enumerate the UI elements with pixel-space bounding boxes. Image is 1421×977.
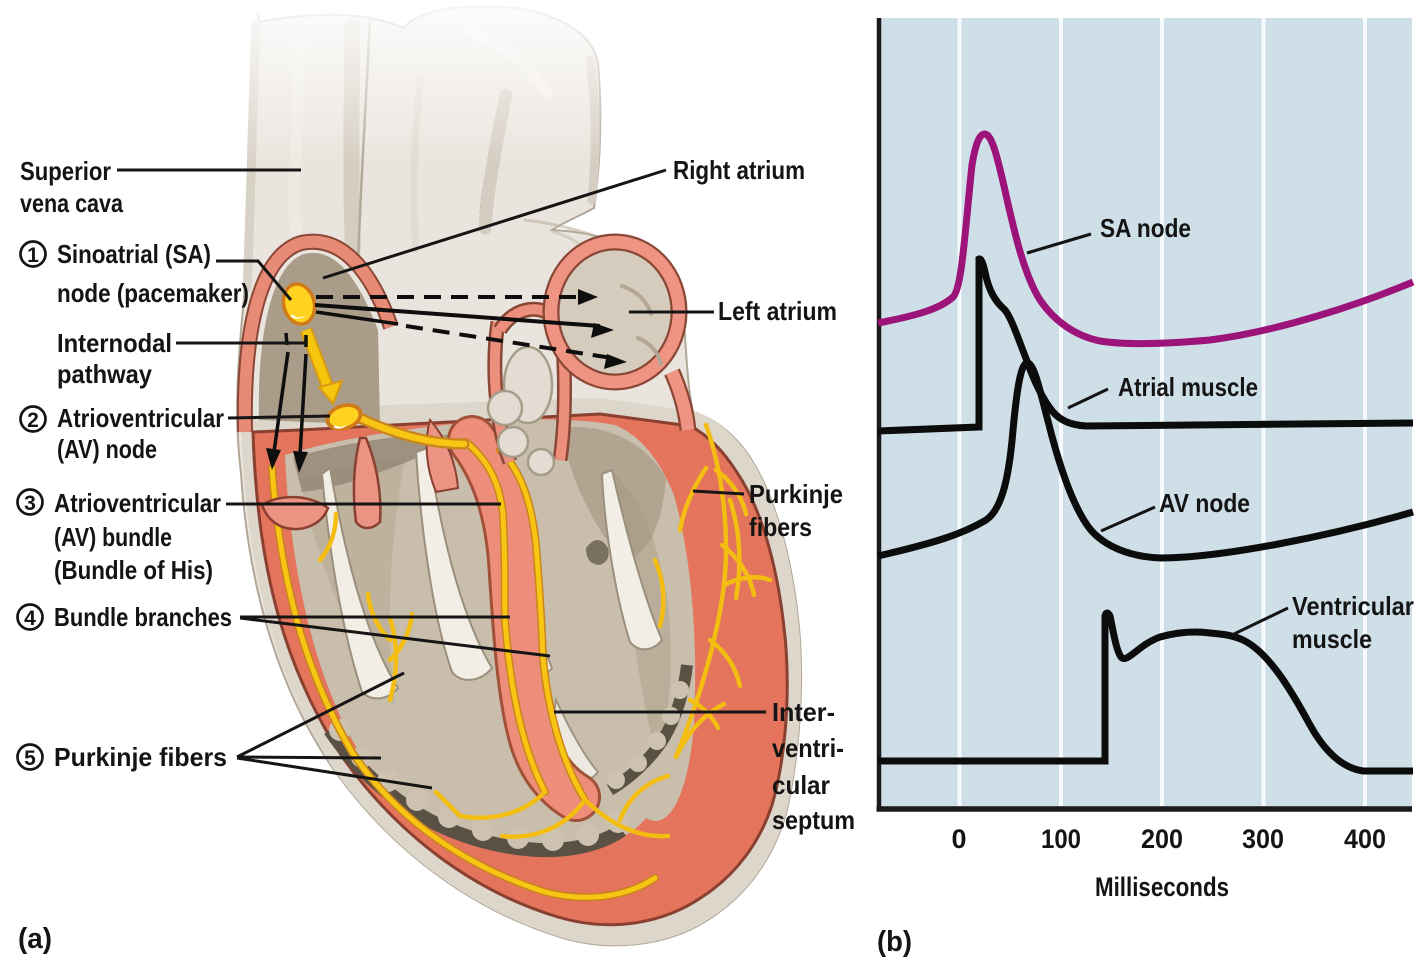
svg-text:AV node: AV node [1159,488,1250,518]
svg-text:Internodal: Internodal [57,328,172,358]
svg-text:Atrioventricular: Atrioventricular [54,488,221,518]
svg-text:Bundle branches: Bundle branches [54,602,232,632]
svg-text:fibers: fibers [749,512,812,542]
svg-text:(a): (a) [18,923,52,955]
svg-text:muscle: muscle [1292,624,1372,654]
svg-text:4: 4 [24,607,36,630]
svg-text:SA node: SA node [1100,213,1191,243]
svg-text:Ventricular: Ventricular [1292,591,1414,621]
svg-text:septum: septum [772,805,855,835]
svg-text:Right atrium: Right atrium [673,155,805,185]
svg-text:Purkinje fibers: Purkinje fibers [54,742,227,772]
svg-text:Inter-: Inter- [772,697,835,727]
svg-text:3: 3 [24,492,36,515]
svg-text:300: 300 [1242,824,1284,854]
svg-text:(AV) bundle: (AV) bundle [54,522,172,552]
svg-text:Left atrium: Left atrium [718,296,837,326]
svg-text:(b): (b) [877,926,912,958]
svg-text:200: 200 [1141,824,1183,854]
svg-text:(AV) node: (AV) node [57,434,157,464]
svg-text:Superior: Superior [20,156,111,186]
svg-text:Atrioventricular: Atrioventricular [57,403,224,433]
svg-text:vena cava: vena cava [20,188,123,218]
svg-text:cular: cular [772,770,830,800]
svg-text:2: 2 [27,409,39,432]
svg-text:ventri-: ventri- [772,733,844,763]
svg-text:Sinoatrial (SA): Sinoatrial (SA) [57,239,211,269]
svg-text:400: 400 [1344,824,1386,854]
svg-text:0: 0 [952,824,967,854]
svg-text:pathway: pathway [57,359,152,389]
svg-text:Milliseconds: Milliseconds [1095,872,1229,902]
svg-text:node (pacemaker): node (pacemaker) [57,278,249,308]
svg-text:100: 100 [1041,824,1081,854]
svg-text:(Bundle of His): (Bundle of His) [54,555,213,585]
svg-text:1: 1 [27,244,39,267]
svg-text:Atrial muscle: Atrial muscle [1118,372,1258,402]
svg-text:5: 5 [24,747,36,770]
svg-text:Purkinje: Purkinje [749,479,843,509]
